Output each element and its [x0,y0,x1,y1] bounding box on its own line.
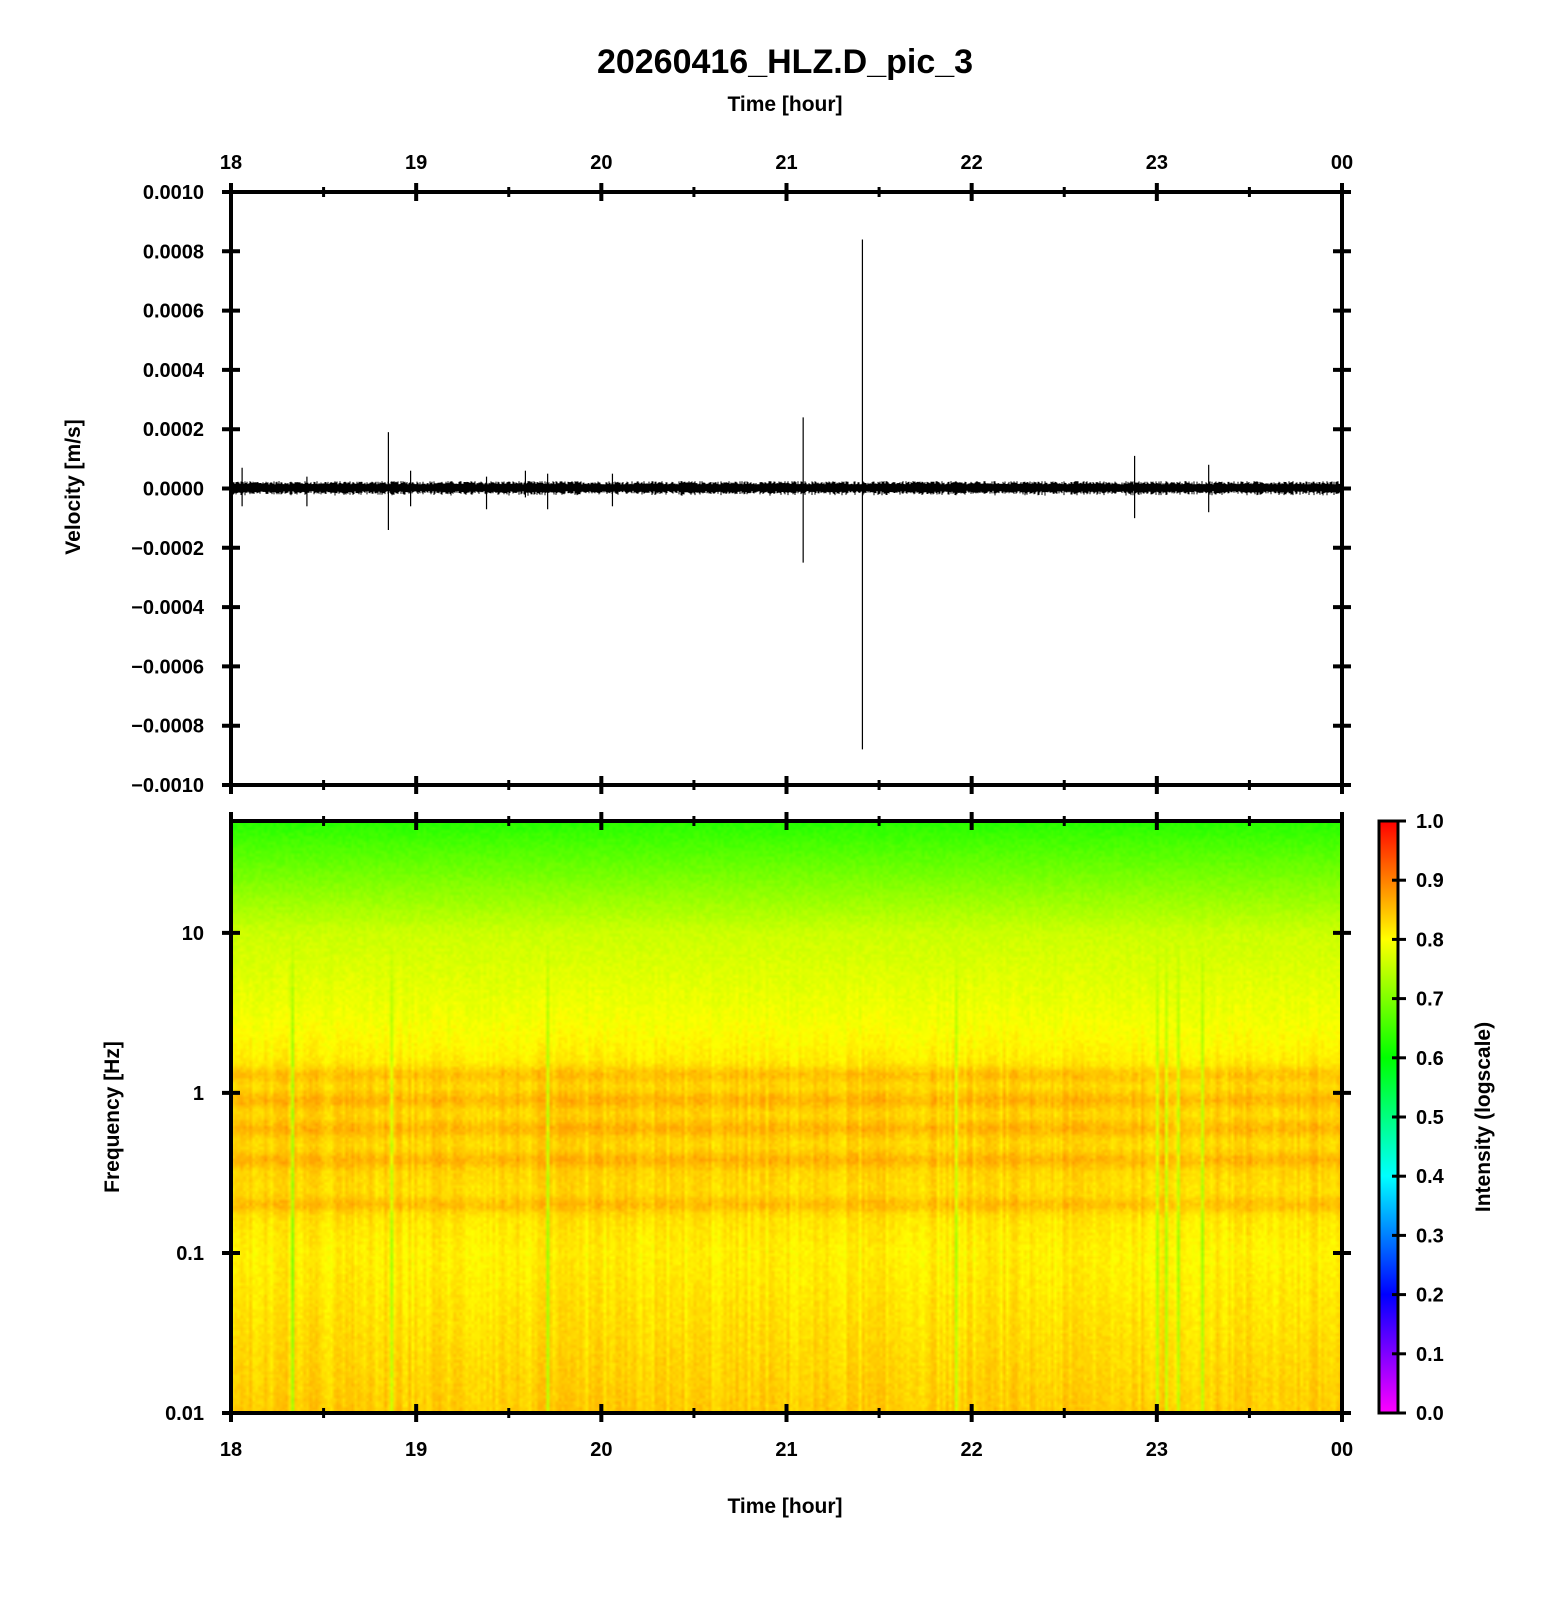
waveform-axes: 18 19 20 21 22 23 00 0.0010 0.0008 0.0006 0.0004 0.… [131,152,1353,797]
bottom-x-tick-label: 00 [1331,1439,1353,1461]
spectrogram-y-axis-label: Frequency [Hz] [101,1041,124,1193]
colorbar-tick-label: 0.1 [1416,1344,1444,1366]
bottom-x-tick-label: 23 [1146,1439,1168,1461]
colorbar-tick-label: 0.3 [1416,1225,1444,1247]
colorbar-tick-label: 0.5 [1416,1107,1444,1129]
waveform-y-tick-label: 0.0010 [143,182,204,204]
waveform-y-tick-label: 0.0000 [143,479,204,501]
waveform-y-tick-label: 0.0002 [143,419,204,441]
top-x-tick-label: 22 [961,152,983,174]
spectrogram-axes: 18 19 20 21 22 23 00 10 1 0.1 0.01 [165,812,1353,1461]
bottom-x-axis-label: Time [hour] [727,1495,842,1518]
spectrogram-image [231,821,1342,1413]
spectrogram-y-tick-label: 10 [182,923,204,945]
waveform-y-tick-label: 0.0006 [143,301,204,323]
spectrogram-y-tick-label: 0.01 [165,1403,204,1425]
colorbar-tick-label: 0.9 [1416,870,1444,892]
colorbar-tick-label: 0.7 [1416,989,1444,1011]
colorbar-tick-label: 0.4 [1416,1166,1445,1188]
top-x-tick-label: 21 [775,152,797,174]
waveform-y-tick-label: −0.0006 [131,656,204,678]
top-x-tick-label: 00 [1331,152,1353,174]
waveform-noise [231,481,1342,496]
colorbar-tick-label: 1.0 [1416,811,1444,833]
bottom-x-tick-label: 20 [590,1439,612,1461]
bottom-x-tick-label: 19 [405,1439,427,1461]
colorbar-tick-label: 0.8 [1416,929,1444,951]
spectrogram-y-tick-label: 1 [193,1083,204,1105]
bottom-x-tick-label: 21 [775,1439,797,1461]
colorbar-tick-label: 0.0 [1416,1403,1444,1425]
colorbar-axes: 1.0 0.9 0.8 0.7 0.6 0.5 0.4 0.3 0.2 0.1 0.0 [1377,811,1445,1425]
colorbar-tick-label: 0.2 [1416,1285,1444,1307]
colorbar-label: Intensity (logscale) [1472,1022,1495,1212]
bottom-x-tick-label: 22 [961,1439,983,1461]
waveform-y-tick-label: −0.0004 [131,597,205,619]
waveform-panel: 18 19 20 21 22 23 00 0.0010 0.0008 0.0006 0.0004 0.… [62,152,1353,797]
bottom-x-tick-label: 18 [220,1439,242,1461]
waveform-y-tick-label: 0.0008 [143,241,204,263]
colorbar: 1.0 0.9 0.8 0.7 0.6 0.5 0.4 0.3 0.2 0.1 0.0 Intens… [1377,811,1495,1425]
top-x-tick-label: 19 [405,152,427,174]
figure-title: 20260416_HLZ.D_pic_3 [597,43,973,81]
waveform-y-tick-label: −0.0002 [131,538,204,560]
waveform-trace [231,239,1342,750]
waveform-y-tick-label: −0.0008 [131,716,204,738]
spectrogram-panel: 18 19 20 21 22 23 00 10 1 0.1 0.01 Frequency [Hz] [101,812,1353,1461]
waveform-y-tick-label: −0.0010 [131,775,204,797]
waveform-y-tick-label: 0.0004 [143,360,205,382]
colorbar-gradient [1379,821,1398,1413]
spectrogram-y-tick-label: 0.1 [176,1243,204,1265]
top-x-tick-label: 23 [1146,152,1168,174]
top-x-tick-label: 18 [220,152,242,174]
top-x-tick-label: 20 [590,152,612,174]
waveform-y-axis-label: Velocity [m/s] [62,419,85,554]
colorbar-tick-label: 0.6 [1416,1048,1444,1070]
top-x-axis-label: Time [hour] [727,93,842,116]
